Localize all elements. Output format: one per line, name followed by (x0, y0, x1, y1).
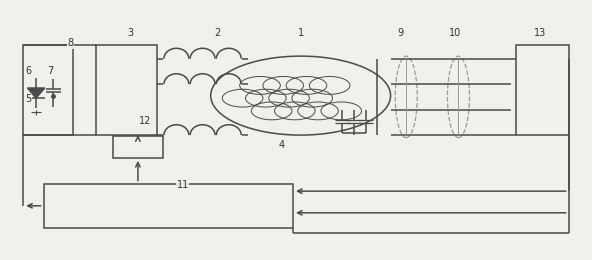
Bar (44, 184, 293, 228)
Text: 2: 2 (214, 28, 221, 38)
Text: 8: 8 (68, 38, 74, 48)
Text: 4: 4 (278, 140, 285, 150)
Text: 5: 5 (25, 94, 31, 105)
Text: 10: 10 (449, 28, 462, 38)
Text: 11: 11 (177, 180, 189, 190)
Text: 13: 13 (533, 28, 546, 38)
Text: 9: 9 (397, 28, 404, 38)
Text: 1: 1 (298, 28, 304, 38)
Text: 6: 6 (25, 66, 31, 76)
Text: 3: 3 (128, 28, 134, 38)
Bar (23, 45, 73, 135)
Polygon shape (27, 88, 45, 98)
Text: 7: 7 (47, 66, 54, 76)
Text: 12: 12 (139, 116, 152, 126)
Bar (516, 45, 569, 135)
Bar (96, 45, 157, 135)
Bar (113, 136, 163, 158)
